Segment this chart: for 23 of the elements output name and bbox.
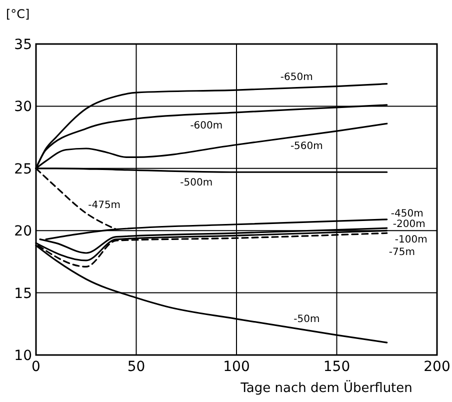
series-label: -200m bbox=[392, 219, 426, 230]
y-tick-label: 15 bbox=[14, 286, 32, 302]
x-tick-label: 150 bbox=[323, 359, 350, 375]
series-label: -500m bbox=[180, 177, 213, 188]
series-label: -600m bbox=[190, 120, 223, 132]
series-label: -650m bbox=[280, 72, 313, 83]
y-tick-label: 20 bbox=[14, 224, 32, 240]
x-tick-label: 50 bbox=[127, 359, 146, 375]
x-tick-label: 100 bbox=[223, 359, 250, 375]
y-tick-label: 35 bbox=[14, 37, 32, 53]
series-label: -100m bbox=[394, 234, 428, 246]
y-tick-label: 10 bbox=[14, 348, 32, 364]
series-label: -475m bbox=[88, 200, 121, 211]
x-axis-title: Tage nach dem Überfluten bbox=[240, 380, 412, 396]
x-tick-label: 200 bbox=[424, 359, 450, 375]
series-label: -50m bbox=[294, 314, 320, 326]
y-tick-label: 25 bbox=[14, 161, 32, 178]
y-tick-label: 30 bbox=[14, 99, 32, 116]
series-label: -560m bbox=[290, 141, 323, 152]
x-tick-label: 0 bbox=[32, 359, 40, 375]
series-label: -75m bbox=[388, 247, 415, 258]
y-axis-title: [°C] bbox=[6, 7, 30, 21]
series-label: -450m bbox=[390, 208, 424, 220]
